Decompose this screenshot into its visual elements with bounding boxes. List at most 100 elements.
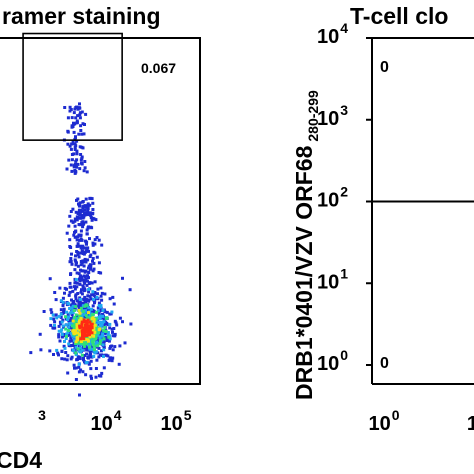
event-dot [76, 162, 80, 166]
event-dot [57, 335, 61, 339]
event-dot [74, 319, 78, 323]
event-dot [73, 285, 76, 289]
event-dot [82, 341, 86, 345]
event-dot [62, 311, 65, 315]
event-dot [79, 216, 83, 220]
event-dot [84, 373, 88, 377]
event-dot [64, 327, 68, 331]
event-dot [83, 246, 87, 250]
event-dot [86, 294, 90, 298]
event-dot [83, 306, 87, 310]
event-dot [91, 212, 94, 216]
event-dot [108, 322, 112, 326]
event-dot [71, 289, 75, 293]
event-dot [77, 255, 81, 259]
event-dot [76, 107, 80, 111]
event-dot [91, 208, 95, 211]
event-dot [118, 344, 122, 348]
event-dot [100, 323, 104, 327]
event-dot [78, 238, 81, 242]
event-dot [68, 311, 72, 315]
event-dot [78, 311, 82, 315]
event-dot [85, 352, 89, 356]
event-dot [75, 119, 79, 123]
event-dot [57, 314, 61, 318]
event-dot [70, 142, 74, 146]
event-dot [85, 342, 89, 345]
event-dot [60, 357, 64, 361]
event-dot [68, 144, 72, 148]
tetramer-gate [22, 32, 123, 141]
event-dot [79, 260, 83, 263]
event-dot [78, 113, 82, 117]
event-dot [76, 235, 80, 239]
event-dot [81, 209, 85, 213]
event-dot [74, 340, 78, 344]
event-dot [87, 290, 91, 294]
event-dot [69, 219, 73, 223]
right-y-tick-1-base: 10 [317, 271, 339, 293]
event-dot [82, 264, 86, 268]
event-dot [83, 211, 87, 215]
event-dot [80, 313, 84, 317]
event-dot [71, 309, 75, 313]
right-y-tick-0: 100 [317, 347, 348, 375]
event-dot [79, 290, 83, 294]
event-dot [85, 283, 89, 287]
event-dot [75, 261, 78, 265]
event-dot [88, 350, 92, 354]
event-dot [128, 288, 132, 292]
event-dot [72, 233, 76, 237]
right-y-tick-2-base: 10 [317, 190, 339, 212]
event-dot [90, 281, 94, 285]
event-dot [75, 215, 79, 219]
event-dot [79, 210, 83, 214]
event-dot [79, 274, 83, 278]
event-dot [53, 320, 57, 324]
event-dot [74, 366, 78, 370]
event-dot [57, 324, 61, 328]
event-dot [92, 344, 96, 348]
event-dot [84, 220, 88, 224]
event-dot [89, 253, 93, 257]
event-dot [75, 323, 79, 327]
event-dot [71, 220, 75, 224]
event-dot [91, 347, 95, 351]
event-dot [83, 208, 87, 212]
event-dot [72, 339, 76, 343]
event-dot [59, 299, 63, 303]
event-dot [67, 342, 71, 346]
event-dot [89, 297, 93, 301]
event-dot [61, 318, 65, 322]
event-dot [69, 344, 72, 348]
right-y-tick-2-exp: 2 [340, 184, 348, 200]
event-dot [96, 344, 100, 348]
event-dot [94, 367, 98, 370]
event-dot [87, 276, 90, 280]
event-dot [80, 322, 84, 326]
event-dot [113, 345, 117, 349]
event-dot [111, 348, 115, 352]
corner-label-bottom: 0 [380, 355, 389, 372]
event-dot [89, 225, 93, 229]
event-dot [71, 300, 75, 304]
event-dot [93, 323, 97, 327]
event-dot [72, 111, 76, 115]
event-dot [84, 249, 88, 253]
event-dot [59, 308, 63, 312]
left-panel: ramer staining 0.067 3 104 105 CD4 [0, 3, 201, 473]
right-panel-title: T-cell clo [350, 3, 448, 29]
event-dot [55, 348, 59, 352]
event-dot [72, 165, 76, 169]
event-dot [106, 354, 110, 358]
event-dot [102, 339, 106, 343]
event-dot [108, 297, 112, 301]
event-dot [88, 203, 92, 207]
event-dot [83, 295, 87, 299]
event-dot [65, 315, 69, 319]
event-dot [68, 281, 72, 285]
event-dot [74, 116, 78, 120]
event-dot [83, 166, 87, 170]
event-dot [88, 343, 92, 347]
right-y-tick-4: 104 [317, 20, 348, 48]
